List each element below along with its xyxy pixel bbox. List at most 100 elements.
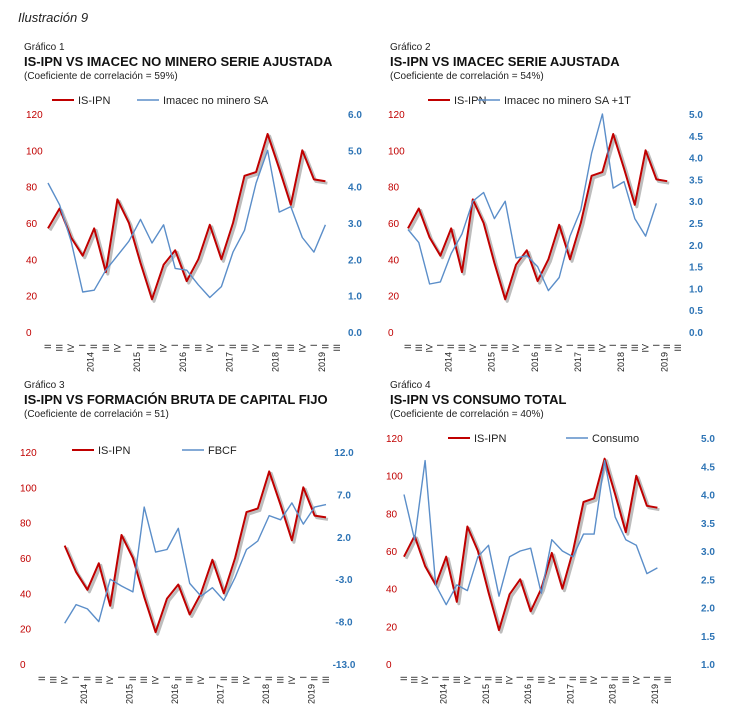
x-tick-label: II (274, 344, 284, 349)
year-label: 2015 (481, 684, 491, 704)
x-tick-label: III (579, 676, 589, 684)
x-tick-label: III (536, 676, 546, 684)
x-tick-label: IV (597, 344, 607, 353)
year-label: 2015 (487, 352, 497, 372)
x-tick-label: IV (511, 344, 521, 353)
right-axis-tick: 1.0 (689, 284, 703, 295)
x-tick-label: II (526, 676, 536, 681)
left-axis-tick: 120 (20, 448, 37, 459)
series-line-ipn (47, 133, 326, 301)
x-tick-label: III (500, 344, 510, 352)
year-label: 2016 (170, 684, 180, 704)
x-tick-label: II (320, 344, 330, 349)
x-tick-label: IV (205, 344, 215, 353)
right-axis-tick: 4.0 (701, 491, 715, 502)
right-axis-tick: 6.0 (348, 110, 362, 121)
left-axis-tick: 0 (386, 660, 392, 671)
year-label: 2016 (523, 684, 533, 704)
right-axis-tick: 3.0 (689, 197, 703, 208)
x-tick-label: IV (105, 676, 115, 685)
x-tick-label: I (473, 676, 483, 679)
x-tick-label: I (608, 344, 618, 347)
legend-label: Imacec no minero SA (163, 95, 269, 107)
left-axis-tick: 100 (386, 472, 403, 483)
chart-svg: 0 20 40 60 80 100 120 1.0 1.5 2.0 2.5 3.0 3.5 4.0 4.5 5… (386, 433, 715, 704)
series-line-secondary (407, 113, 658, 292)
right-axis-tick: 0.0 (689, 328, 703, 339)
right-axis-tick: 2.0 (337, 533, 351, 544)
left-axis-tick: 120 (386, 434, 403, 445)
year-label: 2018 (261, 684, 271, 704)
page-title: Ilustración 9 (18, 10, 89, 25)
series-line-secondary (403, 459, 658, 606)
x-tick-label: II (135, 344, 145, 349)
legend-label: Imacec no minero SA +1T (504, 95, 631, 107)
x-tick-label: III (630, 344, 640, 352)
x-tick-label: IV (159, 344, 169, 353)
year-label: 2015 (125, 684, 135, 704)
chart-number: Gráfico 2 (390, 42, 431, 53)
right-axis-tick: 4.5 (689, 132, 703, 143)
chart-subtitle: (Coeficiente de correlación = 54%) (390, 71, 544, 82)
right-axis-tick: 3.0 (348, 219, 362, 230)
year-label: 2016 (530, 352, 540, 372)
x-tick-label: I (216, 344, 226, 347)
x-tick-label: II (489, 344, 499, 349)
right-axis-tick: 4.0 (348, 183, 362, 194)
right-axis-tick: 12.0 (334, 448, 354, 459)
series-shadow (408, 134, 670, 303)
chart-number: Gráfico 3 (24, 380, 65, 391)
x-tick-label: III (673, 344, 683, 352)
x-tick-label: IV (287, 676, 297, 685)
x-tick-label: III (587, 344, 597, 352)
year-label: 2014 (86, 352, 96, 372)
year-label: 2019 (650, 684, 660, 704)
legend-label: Consumo (592, 433, 639, 445)
left-axis-tick: 20 (26, 292, 38, 303)
x-tick-label: III (55, 344, 65, 352)
x-tick-label: I (207, 676, 217, 679)
right-axis-tick: 1.0 (701, 660, 715, 671)
x-tick-label: II (173, 676, 183, 681)
legend-label: IS-IPN (474, 433, 506, 445)
left-axis-tick: 80 (388, 183, 400, 194)
legend-label: IS-IPN (454, 95, 486, 107)
year-label: 2016 (178, 352, 188, 372)
x-tick-label: IV (462, 676, 472, 685)
series-shadow (48, 134, 328, 303)
x-tick-label: I (522, 344, 532, 347)
right-axis-tick: 2.5 (689, 219, 703, 230)
x-tick-label: IV (112, 344, 122, 353)
x-tick-label: II (37, 676, 47, 681)
chart-number: Gráfico 1 (24, 42, 65, 53)
x-tick-label: II (568, 676, 578, 681)
year-label: 2019 (659, 352, 669, 372)
x-tick-label: IV (631, 676, 641, 685)
left-axis-tick: 40 (20, 589, 32, 600)
left-axis-tick: 60 (26, 219, 38, 230)
left-axis-tick: 0 (388, 328, 394, 339)
x-tick-label: IV (66, 344, 76, 353)
chart-title: IS-IPN VS IMACEC NO MINERO SERIE AJUSTAD… (24, 54, 333, 69)
x-tick-label: II (219, 676, 229, 681)
x-tick-label: I (117, 676, 127, 679)
x-tick-label: I (253, 676, 263, 679)
right-axis-tick: 2.0 (348, 255, 362, 266)
left-axis-tick: 80 (26, 183, 38, 194)
x-tick-label: I (71, 676, 81, 679)
x-tick-label: II (610, 676, 620, 681)
left-axis-tick: 80 (386, 509, 398, 520)
right-axis-tick: 1.5 (689, 263, 703, 274)
x-tick-label: IV (641, 344, 651, 353)
x-tick-label: IV (554, 344, 564, 353)
left-axis-tick: 100 (388, 146, 405, 157)
x-tick-label: I (557, 676, 567, 679)
x-tick-label: IV (251, 344, 261, 353)
x-tick-label: II (619, 344, 629, 349)
x-tick-label: I (124, 344, 134, 347)
x-tick-label: III (94, 676, 104, 684)
x-tick-label: IV (297, 344, 307, 353)
right-axis-tick: 0.0 (348, 328, 362, 339)
x-tick-label: II (182, 344, 192, 349)
year-label: 2019 (317, 352, 327, 372)
